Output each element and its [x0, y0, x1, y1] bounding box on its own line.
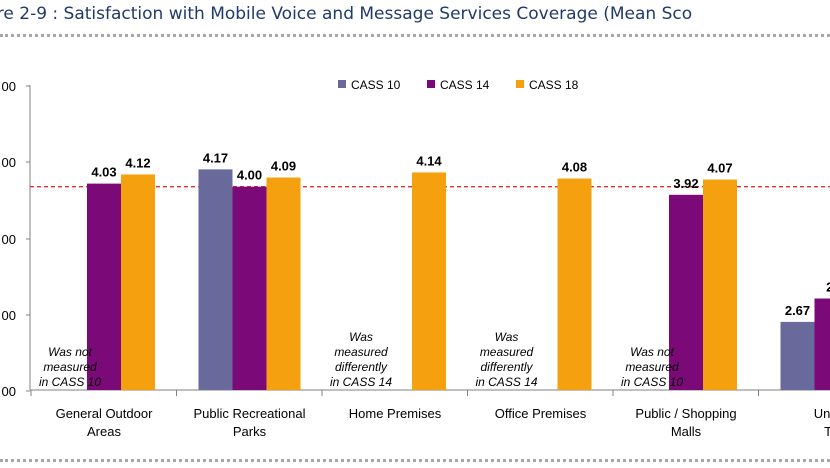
y-tick-label: 00 — [2, 232, 16, 247]
chart-title: ure 2-9 : Satisfaction with Mobile Voice… — [0, 4, 693, 24]
category-label: Public Recreational — [193, 406, 305, 421]
bar — [198, 169, 233, 390]
category-label: Parks — [233, 424, 267, 439]
y-tick-label: 00 — [2, 384, 16, 399]
category-label: Tu — [824, 424, 830, 439]
not-measured-note: differently — [480, 360, 533, 374]
bar — [232, 186, 267, 390]
data-label: 4.14 — [416, 153, 442, 168]
not-measured-note: measured — [480, 345, 534, 359]
data-label: 4.12 — [125, 155, 150, 170]
data-label: 4.17 — [203, 150, 228, 165]
data-label: 4.03 — [91, 165, 116, 180]
y-tick-label: 00 — [2, 79, 16, 94]
category-label: Under — [814, 406, 830, 421]
not-measured-note: in CASS 14 — [330, 375, 392, 389]
legend-label: CASS 14 — [440, 78, 490, 92]
data-label: 4.07 — [707, 161, 732, 176]
not-measured-note: Was — [349, 330, 373, 344]
not-measured-note: in CASS 10 — [39, 375, 101, 389]
bar — [814, 298, 830, 390]
legend-swatch — [427, 80, 435, 88]
not-measured-note: Was not — [48, 345, 92, 359]
legend-swatch — [516, 80, 524, 88]
bar — [87, 183, 121, 390]
category-label: Home Premises — [349, 406, 442, 421]
not-measured-note: measured — [625, 360, 679, 374]
legend-label: CASS 10 — [351, 78, 401, 92]
category-label: Public / Shopping — [635, 406, 736, 421]
legend-swatch — [338, 80, 346, 88]
bar — [703, 179, 737, 390]
not-measured-note: in CASS 14 — [475, 375, 537, 389]
category-label: Office Premises — [495, 406, 587, 421]
y-tick-label: 00 — [2, 155, 16, 170]
data-label: 4.08 — [562, 160, 587, 175]
bar — [780, 321, 815, 390]
not-measured-note: in CASS 10 — [621, 375, 683, 389]
category-label: General Outdoor — [56, 406, 154, 421]
not-measured-note: Was not — [630, 345, 674, 359]
bar — [266, 177, 301, 390]
not-measured-note: measured — [334, 345, 388, 359]
not-measured-note: Was — [495, 330, 519, 344]
top-divider — [0, 34, 830, 37]
legend-label: CASS 18 — [529, 78, 579, 92]
category-label: Malls — [671, 424, 702, 439]
data-label: 4.00 — [237, 168, 262, 183]
bar — [412, 172, 446, 390]
data-label: 2.67 — [785, 303, 810, 318]
y-tick-label: 00 — [2, 308, 16, 323]
data-label: 4.09 — [271, 159, 296, 174]
data-label: 2. — [826, 280, 830, 295]
bar — [121, 174, 155, 390]
bar — [669, 194, 703, 390]
not-measured-note: differently — [335, 360, 388, 374]
not-measured-note: measured — [43, 360, 97, 374]
data-label: 3.92 — [673, 176, 698, 191]
bar — [557, 178, 592, 390]
category-label: Areas — [87, 424, 121, 439]
bottom-divider — [0, 459, 830, 462]
